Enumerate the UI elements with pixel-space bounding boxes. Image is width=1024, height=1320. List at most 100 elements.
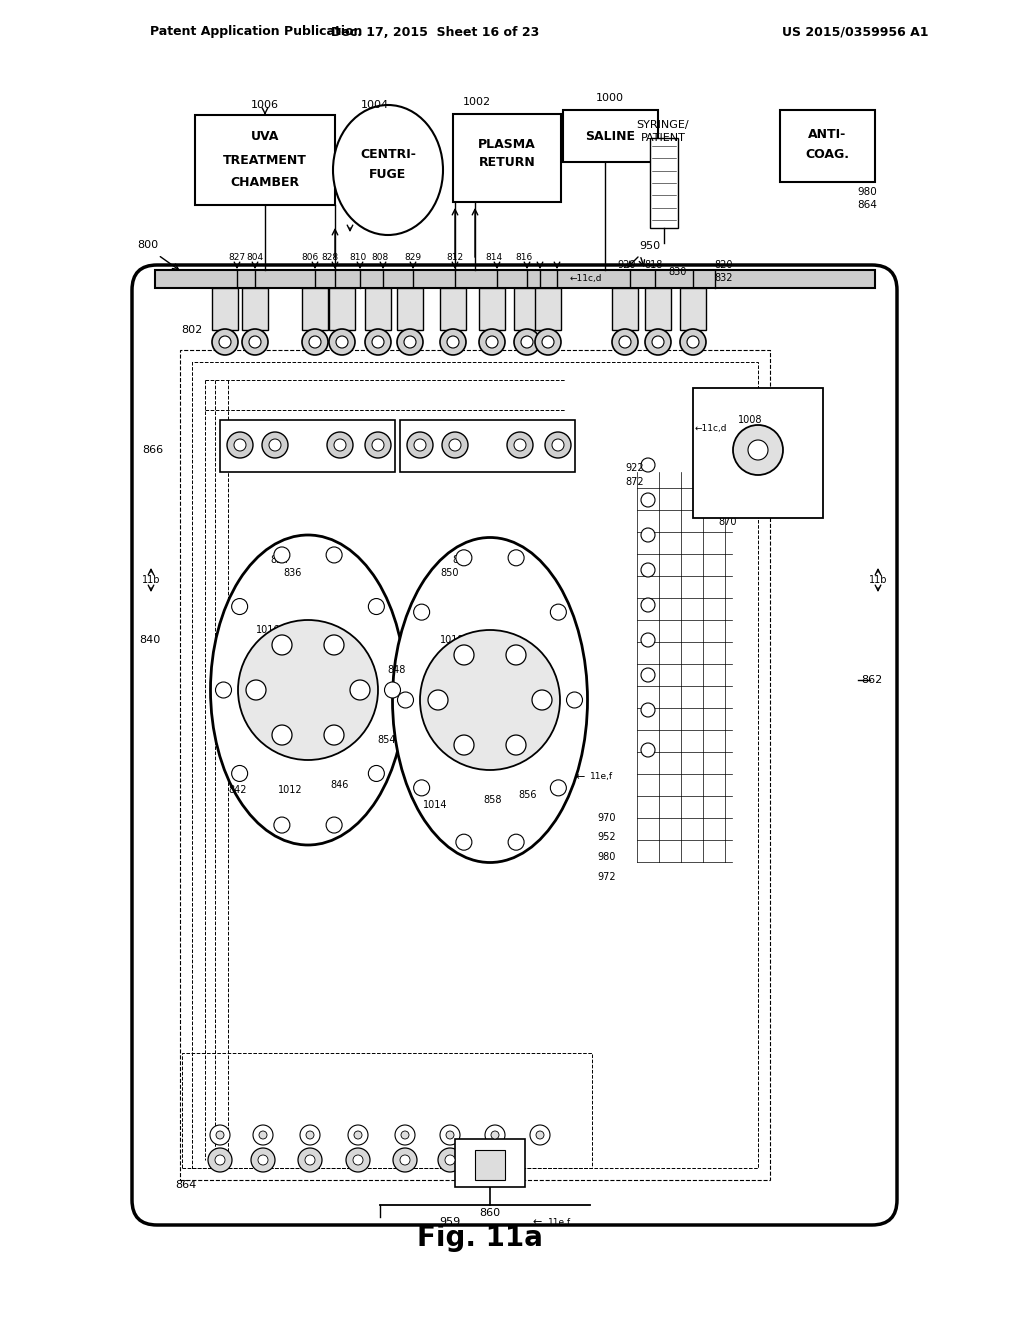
Text: 1008: 1008: [737, 414, 762, 425]
Text: 864: 864: [857, 201, 877, 210]
Circle shape: [748, 440, 768, 459]
FancyBboxPatch shape: [132, 265, 897, 1225]
Text: SALINE: SALINE: [586, 129, 636, 143]
Bar: [514, 288, 540, 330]
Circle shape: [212, 329, 238, 355]
Text: Dec. 17, 2015  Sheet 16 of 23: Dec. 17, 2015 Sheet 16 of 23: [331, 25, 539, 38]
Text: 840: 840: [139, 635, 161, 645]
Text: 858: 858: [483, 795, 502, 805]
Circle shape: [456, 834, 472, 850]
Circle shape: [552, 440, 564, 451]
Text: PLASMA: PLASMA: [478, 139, 536, 152]
Text: 11e,f: 11e,f: [590, 772, 613, 781]
Circle shape: [542, 337, 554, 348]
Circle shape: [536, 1131, 544, 1139]
Circle shape: [397, 329, 423, 355]
Circle shape: [486, 337, 498, 348]
Circle shape: [384, 682, 400, 698]
Text: 812: 812: [446, 253, 464, 261]
Text: 808: 808: [372, 253, 389, 261]
Circle shape: [372, 440, 384, 451]
Text: ←11c,d: ←11c,d: [570, 273, 602, 282]
Circle shape: [680, 329, 706, 355]
Text: 818: 818: [645, 260, 664, 271]
Circle shape: [514, 440, 526, 451]
Circle shape: [324, 635, 344, 655]
Circle shape: [550, 605, 566, 620]
Circle shape: [400, 1155, 410, 1166]
Text: 972: 972: [598, 873, 616, 882]
Circle shape: [306, 1131, 314, 1139]
Circle shape: [309, 337, 321, 348]
Circle shape: [530, 1125, 550, 1144]
Circle shape: [365, 329, 391, 355]
Text: 872: 872: [626, 477, 644, 487]
Circle shape: [532, 690, 552, 710]
Text: FUGE: FUGE: [370, 169, 407, 181]
Ellipse shape: [392, 537, 588, 862]
Circle shape: [305, 1155, 315, 1166]
Circle shape: [506, 645, 526, 665]
Text: 1002: 1002: [463, 96, 492, 107]
Bar: [780, 110, 874, 182]
Circle shape: [324, 725, 344, 744]
Text: ←: ←: [532, 1217, 542, 1228]
Circle shape: [508, 834, 524, 850]
Circle shape: [445, 1155, 455, 1166]
Circle shape: [438, 1148, 462, 1172]
Circle shape: [652, 337, 664, 348]
Circle shape: [479, 329, 505, 355]
Text: 846: 846: [331, 780, 349, 789]
Bar: [612, 288, 638, 330]
Text: 874: 874: [718, 459, 736, 470]
Text: 806: 806: [301, 253, 318, 261]
Bar: [302, 288, 328, 330]
Text: 922: 922: [626, 463, 644, 473]
Bar: [680, 288, 706, 330]
Text: ○: ○: [268, 677, 278, 686]
Text: 804: 804: [247, 253, 263, 261]
Circle shape: [506, 735, 526, 755]
Circle shape: [327, 432, 353, 458]
Circle shape: [483, 1148, 507, 1172]
Text: 904: 904: [718, 436, 736, 445]
Text: 836: 836: [284, 568, 302, 578]
Circle shape: [414, 605, 430, 620]
Bar: [155, 271, 874, 288]
Bar: [650, 139, 678, 228]
Text: 1006: 1006: [251, 100, 279, 110]
Circle shape: [641, 634, 655, 647]
Circle shape: [346, 1148, 370, 1172]
Text: 848: 848: [388, 665, 407, 675]
Circle shape: [454, 735, 474, 755]
Bar: [182, 1053, 592, 1168]
Text: 950: 950: [639, 242, 660, 251]
Text: 828: 828: [322, 253, 339, 261]
Text: 11e,f: 11e,f: [548, 1217, 571, 1226]
Circle shape: [348, 1125, 368, 1144]
Circle shape: [238, 620, 378, 760]
Circle shape: [215, 682, 231, 698]
Text: SYRINGE/: SYRINGE/: [637, 120, 689, 129]
Bar: [693, 388, 823, 517]
Bar: [397, 288, 423, 330]
Text: 868: 868: [275, 710, 294, 719]
Circle shape: [507, 432, 534, 458]
Text: RETURN: RETURN: [478, 157, 536, 169]
Circle shape: [612, 329, 638, 355]
Text: 838: 838: [351, 671, 370, 680]
Text: 800: 800: [137, 240, 159, 249]
Circle shape: [242, 329, 268, 355]
Text: US 2015/0359956 A1: US 2015/0359956 A1: [781, 25, 928, 38]
Circle shape: [302, 329, 328, 355]
Circle shape: [326, 817, 342, 833]
Circle shape: [395, 1125, 415, 1144]
Circle shape: [219, 337, 231, 348]
Text: 842: 842: [228, 785, 247, 795]
Circle shape: [428, 690, 449, 710]
Circle shape: [350, 680, 370, 700]
Bar: [180, 350, 770, 1180]
Circle shape: [365, 432, 391, 458]
Text: 852: 852: [453, 554, 471, 565]
Text: 850: 850: [440, 568, 459, 578]
